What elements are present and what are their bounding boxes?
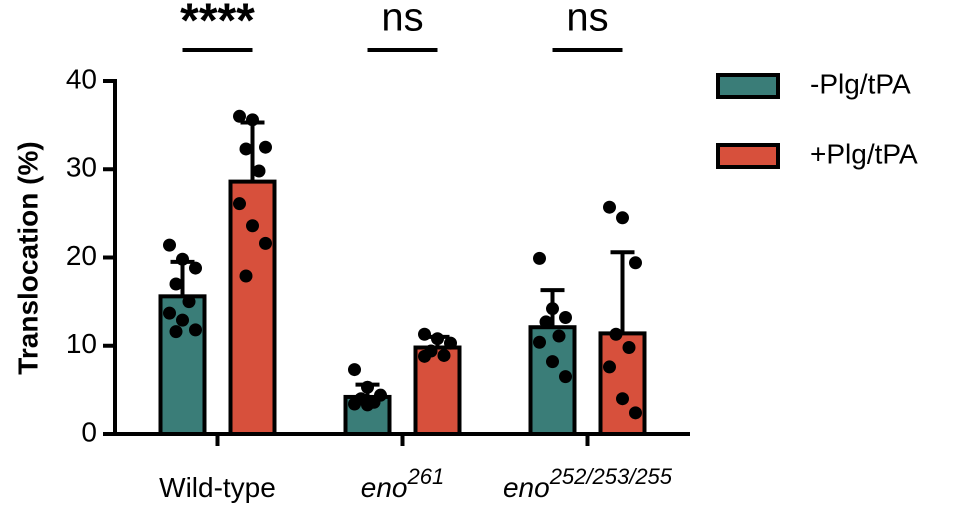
data-point [189,261,202,275]
data-point [259,236,272,250]
data-point [629,256,642,270]
data-point [546,302,559,316]
y-tick-label: 10 [66,328,97,359]
data-point [418,327,431,341]
data-point [533,335,546,349]
data-point [348,397,361,411]
data-point [616,211,629,225]
data-point [418,349,431,363]
significance-label: **** [180,0,255,48]
data-point [361,398,374,412]
data-point [163,238,176,252]
data-point [246,113,259,127]
data-point [246,219,259,233]
y-tick-label: 0 [81,416,97,447]
data-point [539,315,553,329]
x-tick-label: eno252/253/255 [503,464,673,504]
data-point [431,332,444,346]
data-point [169,325,183,339]
y-tick-label: 20 [66,240,97,271]
x-tick-label-text: eno [503,472,550,503]
y-axis-label: Translocation (%) [12,141,43,374]
data-point [609,327,623,341]
data-point [622,341,636,355]
data-point [259,140,272,154]
y-tick-label: 40 [66,63,97,94]
legend-label: -Plg/tPA [810,68,911,99]
x-tick-label-text: Wild-type [159,472,276,503]
data-point [189,323,202,337]
data-point [182,295,196,309]
data-point [233,109,246,123]
x-tick-label-superscript: 261 [407,464,445,489]
data-point [169,277,183,291]
data-point [533,251,546,265]
data-point [629,406,642,420]
significance-label: ns [381,0,423,40]
legend-swatch [716,73,780,99]
bar [413,345,462,437]
significance-label: ns [566,0,608,40]
data-point [616,392,629,406]
legend-label: +Plg/tPA [810,138,918,169]
x-tick-label-superscript: 252/253/255 [549,464,673,489]
x-tick-label: eno261 [361,464,444,504]
data-point [444,336,457,350]
data-point [361,380,374,394]
data-point [603,360,616,374]
data-point [559,370,572,384]
data-point [239,269,253,283]
data-point [239,142,253,156]
legend-swatch [716,143,780,169]
data-point [552,329,566,343]
data-point [233,197,246,211]
data-point [252,164,266,178]
y-tick-label: 30 [66,152,97,183]
data-point [348,363,361,377]
x-tick-label-text: eno [361,472,408,503]
data-point [163,306,176,320]
data-point [437,348,451,362]
data-point [176,252,189,266]
data-point [603,200,616,214]
data-point [176,313,189,327]
x-tick-label: Wild-type [159,472,276,503]
bar [598,331,647,436]
data-point [559,311,572,325]
data-point [546,355,559,369]
